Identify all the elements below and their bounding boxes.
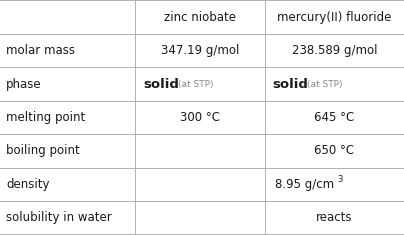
Text: melting point: melting point: [6, 111, 85, 124]
Text: 238.589 g/mol: 238.589 g/mol: [292, 44, 377, 57]
Text: molar mass: molar mass: [6, 44, 75, 57]
Text: 650 °C: 650 °C: [314, 144, 354, 157]
Text: boiling point: boiling point: [6, 144, 80, 157]
Text: solid: solid: [143, 78, 179, 91]
Text: (at STP): (at STP): [178, 80, 213, 89]
Text: solubility in water: solubility in water: [6, 211, 112, 224]
Text: 8.95 g/cm: 8.95 g/cm: [275, 178, 334, 191]
Text: zinc niobate: zinc niobate: [164, 11, 236, 24]
Text: mercury(II) fluoride: mercury(II) fluoride: [277, 11, 391, 24]
Text: 3: 3: [337, 175, 343, 184]
Text: solid: solid: [273, 78, 309, 91]
Text: reacts: reacts: [316, 211, 353, 224]
Text: 347.19 g/mol: 347.19 g/mol: [161, 44, 239, 57]
Text: phase: phase: [6, 78, 42, 91]
Text: 300 °C: 300 °C: [180, 111, 220, 124]
Text: density: density: [6, 178, 50, 191]
Text: (at STP): (at STP): [307, 80, 343, 89]
Text: 645 °C: 645 °C: [314, 111, 354, 124]
